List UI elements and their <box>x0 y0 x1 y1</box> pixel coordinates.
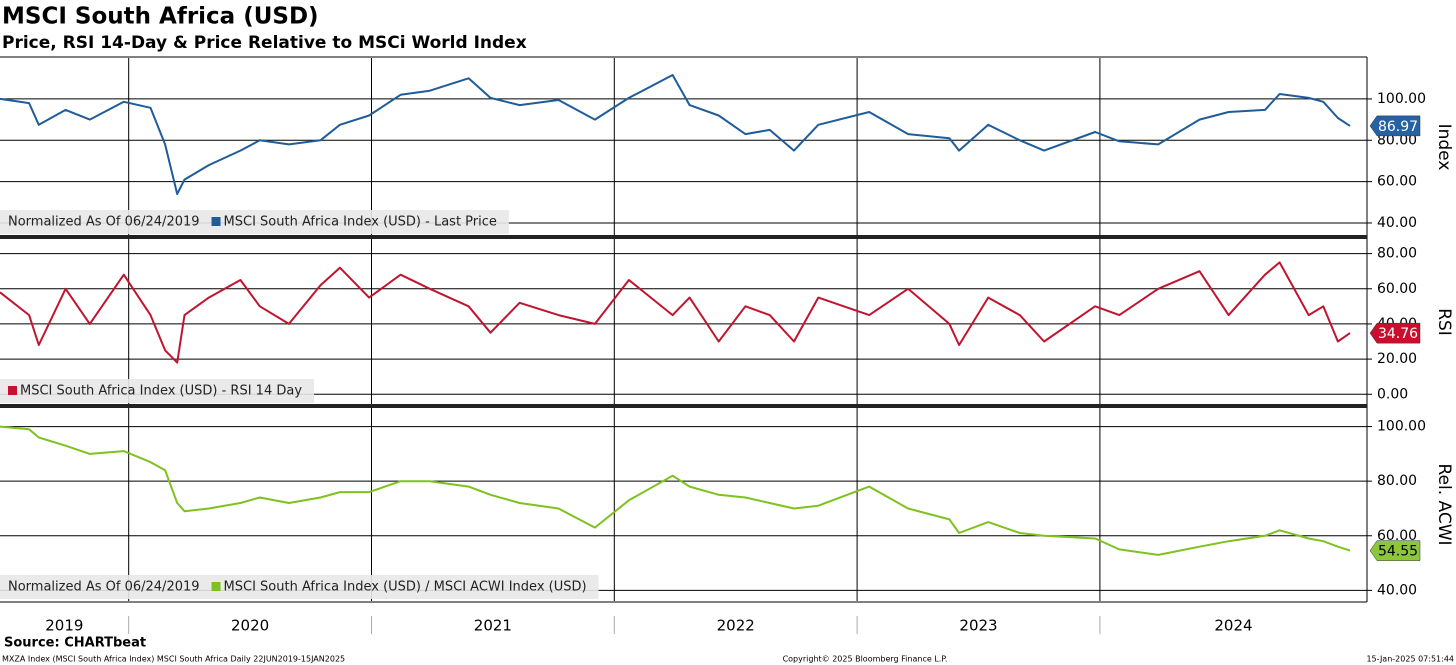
y-axis-label: Index <box>1434 124 1454 171</box>
legend-label: MSCI South Africa Index (USD) - Last Pri… <box>224 215 497 230</box>
legend-label: MSCI South Africa Index (USD) / MSCI ACW… <box>224 580 587 595</box>
last-value-badge <box>1369 322 1421 344</box>
y-axis-label: Rel. ACWI <box>1434 463 1454 545</box>
legend-background <box>0 575 599 599</box>
y-axis-label: RSI <box>1434 308 1454 336</box>
last-value-badge <box>1369 115 1421 137</box>
last-value-badge <box>1369 540 1421 561</box>
series-line <box>0 74 1351 195</box>
footer-left: MXZA Index (MSCI South Africa Index) MSC… <box>2 655 345 664</box>
legend-background <box>0 379 315 403</box>
y-tick-label: 20.00 <box>1377 351 1417 367</box>
y-tick-label: 40.00 <box>1377 215 1417 231</box>
chart-subtitle: Price, RSI 14-Day & Price Relative to MS… <box>2 33 527 53</box>
y-tick-label: 60.00 <box>1377 528 1417 544</box>
y-tick-label: 100.00 <box>1377 91 1426 107</box>
y-tick-label: 0.00 <box>1377 386 1408 402</box>
chart-title: MSCI South Africa (USD) <box>2 4 319 30</box>
x-tick-label: 2019 <box>45 617 83 635</box>
x-tick-label: 2024 <box>1214 617 1252 635</box>
x-tick-label: 2023 <box>959 617 997 635</box>
legend-note: Normalized As Of 06/24/2019 <box>8 580 200 595</box>
y-tick-label: 100.00 <box>1377 419 1426 435</box>
x-tick-label: 2021 <box>474 617 512 635</box>
last-value-label: 54.55 <box>1378 544 1418 560</box>
y-tick-label: 60.00 <box>1377 174 1417 190</box>
y-tick-label: 60.00 <box>1377 281 1417 297</box>
y-tick-label: 40.00 <box>1377 582 1417 598</box>
series-line <box>0 261 1351 364</box>
legend-swatch <box>211 582 221 591</box>
y-tick-label: 80.00 <box>1377 473 1417 489</box>
legend-background <box>0 210 509 234</box>
legend-note: Normalized As Of 06/24/2019 <box>8 215 200 230</box>
legend-swatch <box>211 217 221 226</box>
series-line <box>0 425 1351 556</box>
legend-label: MSCI South Africa Index (USD) - RSI 14 D… <box>20 384 302 399</box>
last-value-label: 34.76 <box>1378 326 1418 342</box>
footer-right: 15-Jan-2025 07:51:44 <box>1366 655 1454 664</box>
panel-separator <box>0 235 1367 239</box>
footer-center: Copyright© 2025 Bloomberg Finance L.P. <box>783 655 948 664</box>
panel-separator <box>0 404 1367 408</box>
y-tick-label: 80.00 <box>1377 132 1417 148</box>
legend-swatch <box>8 386 17 395</box>
x-tick-label: 2020 <box>231 617 269 635</box>
x-tick-label: 2022 <box>717 617 755 635</box>
source: Source: CHARTbeat <box>4 636 146 651</box>
last-value-label: 86.97 <box>1378 119 1418 135</box>
y-tick-label: 80.00 <box>1377 246 1417 262</box>
